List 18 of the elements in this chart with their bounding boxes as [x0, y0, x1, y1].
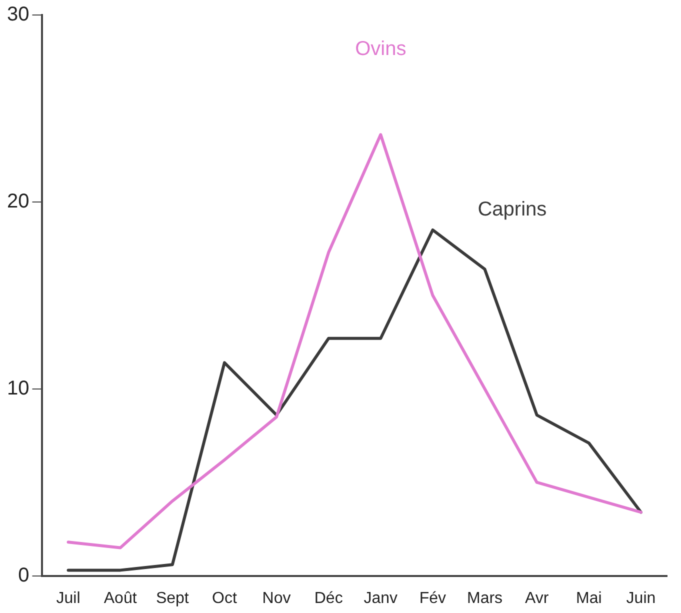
x-tick-label: Juil [56, 590, 80, 607]
x-tick-label: Fév [419, 590, 446, 607]
y-tick-label: 0 [18, 564, 30, 586]
series-label: Caprins [478, 198, 547, 220]
x-tick-label: Janv [364, 590, 398, 607]
y-tick-label: 10 [6, 377, 30, 400]
x-tick-label: Avr [524, 590, 550, 607]
x-tick-label: Sept [156, 590, 190, 607]
y-tick-label: 20 [6, 190, 30, 212]
text: Ovins [355, 38, 406, 60]
x-tick-label: Mai [576, 590, 602, 607]
y-tick-label: 30 [6, 4, 30, 26]
x-tick-label: Juin [626, 590, 656, 607]
x-tick-label: Déc [314, 590, 343, 607]
x-tick-label: Oct [212, 590, 238, 607]
x-tick-label: Nov [262, 590, 291, 607]
x-tick-label: Août [104, 590, 138, 607]
x-tick-label: Mars [467, 590, 503, 607]
